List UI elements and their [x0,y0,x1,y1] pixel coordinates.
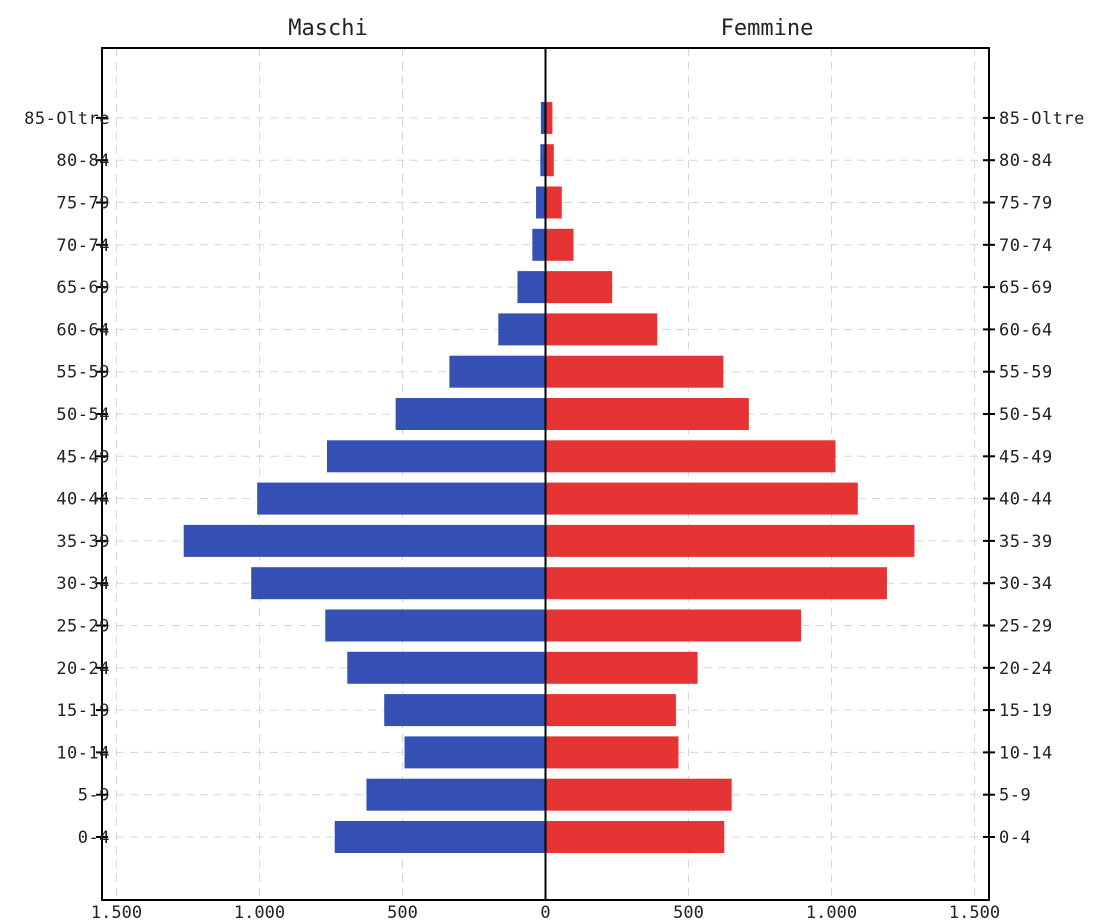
left-side-title: Maschi [288,16,367,41]
category-label-left: 40-44 [56,490,110,510]
bar-right-30-34 [545,567,887,600]
category-label-left: 55-59 [56,363,110,383]
category-label-left: 30-34 [56,574,110,594]
bar-left-30-34 [251,567,546,600]
bar-right-25-29 [545,609,802,642]
bar-left-20-24 [347,651,546,684]
bar-left-0-4 [334,821,546,853]
x-tick-label: 1.500 [949,903,1000,922]
category-label-right: 80-84 [999,151,1053,171]
category-label-right: 0-4 [999,828,1031,848]
x-tick-label: 0 [540,903,550,922]
bar-left-80-84 [540,144,546,177]
x-tick-label: 1.000 [806,903,857,922]
bar-right-80-84 [545,144,554,177]
bar-left-35-39 [183,524,546,557]
category-label-left: 75-79 [56,194,110,214]
bar-left-55-59 [449,355,546,388]
x-tick-label: 500 [673,903,704,922]
category-label-right: 35-39 [999,532,1053,552]
grid-lines [102,48,989,900]
bar-right-75-79 [545,186,562,219]
category-label-right: 30-34 [999,574,1053,594]
category-label-left: 15-19 [56,701,110,721]
bar-left-85-Oltre [540,101,546,134]
bar-left-75-79 [536,186,546,219]
category-label-right: 45-49 [999,447,1053,467]
bar-right-15-19 [545,694,676,727]
bar-left-5-9 [366,778,546,811]
bar-left-70-74 [532,228,546,261]
category-label-left: 35-39 [56,532,110,552]
bar-left-25-29 [325,609,546,642]
bar-right-85-Oltre [545,101,553,134]
category-label-right: 5-9 [999,786,1031,806]
category-label-left: 65-69 [56,278,110,298]
bar-right-50-54 [545,398,749,430]
right-side-title: Femmine [721,16,814,41]
bar-right-60-64 [545,313,658,346]
category-label-right: 85-Oltre [999,109,1085,129]
bar-left-10-14 [404,736,546,769]
bar-right-65-69 [545,271,613,304]
category-label-left: 20-24 [56,659,110,679]
category-label-left: 70-74 [56,236,110,256]
x-tick-label: 500 [387,903,418,922]
category-label-right: 65-69 [999,278,1053,298]
category-label-right: 50-54 [999,405,1053,425]
bar-right-20-24 [545,651,698,684]
category-label-left: 0-4 [78,828,110,848]
bars-group [183,101,915,853]
category-label-right: 10-14 [999,743,1053,763]
bar-left-65-69 [517,271,546,304]
category-label-right: 55-59 [999,363,1053,383]
bar-right-0-4 [545,821,725,853]
category-label-right: 25-29 [999,617,1053,637]
bar-right-35-39 [545,524,915,557]
category-label-left: 50-54 [56,405,110,425]
category-label-right: 20-24 [999,659,1053,679]
bar-left-40-44 [257,482,546,515]
category-label-left: 85-Oltre [24,109,110,129]
x-tick-label: 1.000 [234,903,285,922]
category-label-left: 10-14 [56,743,110,763]
category-label-right: 40-44 [999,490,1053,510]
x-tick-labels: 1.500 1.000 500 0 500 1.000 1.500 [91,903,1000,922]
category-label-left: 25-29 [56,617,110,637]
category-label-right: 60-64 [999,320,1053,340]
bar-left-60-64 [498,313,546,346]
category-label-right: 70-74 [999,236,1053,256]
category-label-left: 5-9 [78,786,110,806]
category-label-left: 60-64 [56,320,110,340]
category-label-left: 45-49 [56,447,110,467]
bar-left-50-54 [395,398,546,430]
x-tick-label: 1.500 [91,903,142,922]
bar-right-55-59 [545,355,724,388]
category-label-right: 15-19 [999,701,1053,721]
bar-right-40-44 [545,482,858,515]
bar-left-45-49 [326,440,546,473]
tick-marks [96,116,995,838]
bar-right-70-74 [545,228,574,261]
category-label-right: 75-79 [999,194,1053,214]
bar-right-10-14 [545,736,679,769]
bar-right-5-9 [545,778,732,811]
category-labels: 0-4 0-4 5-9 5-9 10-14 10-14 15-19 15-19 20-24 20-… [24,109,1085,848]
bar-right-45-49 [545,440,836,473]
category-label-left: 80-84 [56,151,110,171]
bar-left-15-19 [384,694,546,727]
